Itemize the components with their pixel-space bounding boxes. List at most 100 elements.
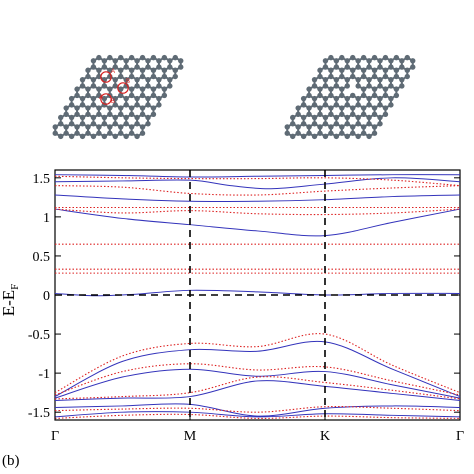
carbon-atom [96, 73, 102, 80]
site-marker-label: A [111, 69, 115, 75]
carbon-atom [377, 121, 383, 127]
carbon-atom [85, 67, 91, 73]
site-marker-circle [100, 71, 112, 83]
carbon-atom [360, 105, 367, 111]
carbon-atom [101, 83, 108, 89]
carbon-atom [311, 95, 318, 102]
carbon-atom [355, 133, 361, 140]
carbon-atom [371, 67, 378, 73]
y-tick-label: 0 [43, 289, 50, 304]
carbon-atom [90, 95, 97, 102]
carbon-atom [333, 121, 340, 127]
carbon-atom [90, 58, 97, 64]
carbon-atom [350, 124, 356, 130]
carbon-atom [322, 95, 329, 102]
carbon-atom [112, 95, 118, 102]
carbon-atom [371, 111, 378, 118]
carbon-atom [399, 83, 405, 89]
carbon-atom [128, 111, 135, 118]
carbon-atom [128, 86, 135, 92]
carbon-atom [322, 76, 329, 83]
carbon-atom [63, 130, 69, 136]
carbon-atom [79, 121, 86, 127]
carbon-atom [350, 73, 356, 80]
carbon-atom [178, 64, 184, 70]
carbon-atom [74, 105, 80, 111]
carbon-atom [371, 73, 378, 80]
carbon-atom [377, 58, 383, 64]
dotted-band-2 [54, 185, 461, 196]
carbon-atom [382, 105, 389, 111]
carbon-atom [317, 124, 323, 130]
carbon-atom [85, 105, 91, 111]
x-tick-label: M [184, 429, 197, 444]
carbon-atom [393, 86, 400, 92]
carbon-atom [63, 124, 69, 130]
solid-band-6 [54, 340, 461, 398]
solid-band-5 [54, 289, 461, 297]
carbon-atom [134, 76, 140, 83]
carbon-atom [388, 76, 394, 83]
carbon-atom [300, 102, 307, 108]
carbon-atom [134, 133, 140, 140]
carbon-atom [328, 124, 334, 130]
carbon-atom [74, 130, 80, 136]
carbon-atom [145, 114, 151, 121]
carbon-atom [295, 111, 301, 118]
y-tick-label: 1.5 [33, 172, 51, 187]
carbon-atom [355, 64, 361, 70]
carbon-atom [371, 124, 378, 130]
carbon-atom [118, 67, 124, 73]
carbon-atom [295, 130, 301, 136]
carbon-atom [344, 83, 350, 89]
carbon-atom [68, 121, 75, 127]
carbon-atom [350, 130, 356, 136]
carbon-atom [128, 130, 135, 136]
carbon-atom [339, 73, 345, 80]
carbon-atom [377, 83, 383, 89]
carbon-atom [377, 76, 383, 83]
sublattice-site-markers: A B A B [99, 69, 130, 105]
carbon-atom [404, 67, 410, 73]
carbon-atom [322, 133, 329, 140]
carbon-atom [333, 64, 340, 70]
carbon-atom [339, 86, 345, 92]
carbon-atom [79, 102, 86, 108]
carbon-atom [107, 124, 113, 130]
carbon-atom [79, 83, 86, 89]
carbon-atom [328, 92, 334, 99]
carbon-atom [68, 114, 75, 121]
carbon-atom [350, 105, 356, 111]
carbon-atom [355, 95, 361, 102]
carbon-atom [366, 102, 372, 108]
carbon-atom [366, 64, 372, 70]
carbon-atom [139, 67, 146, 73]
carbon-atom [382, 111, 389, 118]
carbon-atom [79, 133, 86, 140]
carbon-atom [150, 54, 157, 61]
carbon-atom [399, 58, 405, 64]
dotted-band-10 [54, 376, 461, 400]
carbon-atom [355, 83, 361, 89]
carbon-atom [101, 121, 108, 127]
carbon-atom [134, 95, 140, 102]
carbon-atom [123, 114, 129, 121]
x-tick-label: Γ [51, 429, 59, 444]
y-tick-label: 0.5 [33, 250, 51, 265]
carbon-atom [139, 130, 146, 136]
carbon-atom [74, 124, 80, 130]
carbon-atom [404, 54, 410, 61]
carbon-atom [85, 124, 91, 130]
carbon-atom [85, 111, 91, 118]
carbon-atom [150, 86, 157, 92]
carbon-atom [328, 130, 334, 136]
guide-lines [55, 170, 460, 420]
carbon-atom [128, 105, 135, 111]
carbon-atom [112, 121, 118, 127]
carbon-atom [85, 86, 91, 92]
carbon-atom [107, 111, 113, 118]
carbon-atom [382, 92, 389, 99]
carbon-atom [63, 111, 69, 118]
carbon-atom [123, 95, 129, 102]
